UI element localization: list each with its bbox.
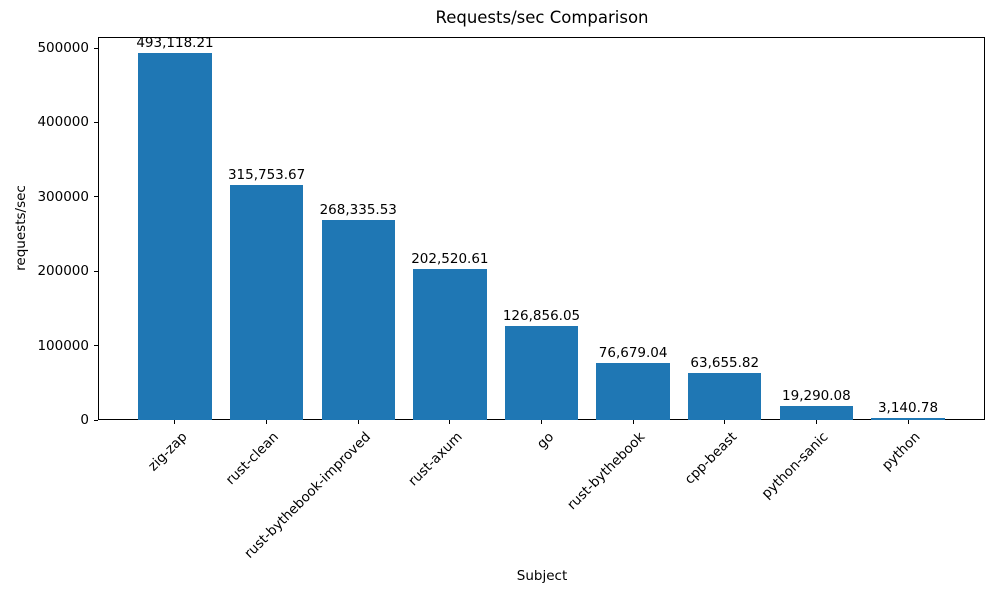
bar-value-label: 3,140.78 (877, 399, 939, 416)
x-tick-mark (815, 420, 817, 424)
x-tick-mark (357, 420, 359, 424)
plot-area: 0 100000 200000 300000 400000 500000 493,118.2… (37, 35, 985, 562)
y-tick-label: 100000 (37, 337, 89, 354)
y-tick-label: 300000 (37, 188, 89, 205)
bar-value-label: 493,118.21 (136, 35, 214, 52)
y-tick-label: 200000 (37, 263, 89, 280)
bar-value-label: 315,753.67 (227, 167, 306, 184)
bar-zig-zap (138, 53, 212, 420)
bar-rust-bythebook (596, 362, 670, 420)
bar-python (871, 417, 945, 420)
y-axis-label: requests/sec (13, 185, 29, 271)
x-tick-label: rust-axum (404, 429, 466, 490)
y-tick-label: 400000 (37, 114, 89, 131)
bar-value-label: 268,335.53 (319, 202, 397, 219)
x-tick-mark (541, 420, 542, 424)
x-tick-mark (449, 420, 451, 424)
x-tick-mark (266, 420, 268, 424)
bar-rust-clean (229, 185, 304, 420)
y-tick-mark (94, 419, 98, 421)
bar-value-label: 202,520.61 (411, 251, 489, 268)
chart-title: Requests/sec Comparison (435, 8, 649, 27)
x-axis-label: Subject (516, 568, 568, 584)
y-tick-label: 500000 (37, 40, 89, 56)
bar-value-label: 76,679.04 (598, 344, 668, 361)
bar-value-label: 19,290.08 (782, 387, 851, 404)
x-tick-label: rust-bythebook (564, 429, 649, 514)
y-tick-mark (94, 345, 98, 347)
bar-rust-axum (413, 269, 487, 420)
bar-go (504, 325, 579, 420)
x-tick-label: python-sanic (758, 429, 832, 502)
x-tick-mark (724, 420, 726, 424)
bar-value-label: 126,856.05 (502, 307, 581, 324)
y-tick-mark (94, 196, 98, 198)
x-tick-mark (632, 420, 634, 424)
y-tick-mark (94, 47, 98, 49)
x-tick-label: go (533, 429, 557, 453)
y-tick-label: 0 (80, 412, 89, 428)
x-tick-label: cpp-beast (681, 429, 741, 488)
bar-cpp-beast (688, 372, 762, 420)
x-tick-label: zig-zap (144, 429, 191, 475)
bar-rust-bythebook-improved (321, 220, 395, 420)
x-tick-label: python (878, 429, 924, 474)
x-tick-label: rust-clean (222, 429, 282, 489)
y-tick-mark (94, 270, 98, 272)
y-tick-mark (94, 121, 98, 123)
bar-python-sanic (779, 405, 854, 420)
x-tick-mark (174, 420, 176, 424)
bar-value-label: 63,655.82 (690, 354, 760, 371)
x-tick-mark (907, 420, 909, 424)
